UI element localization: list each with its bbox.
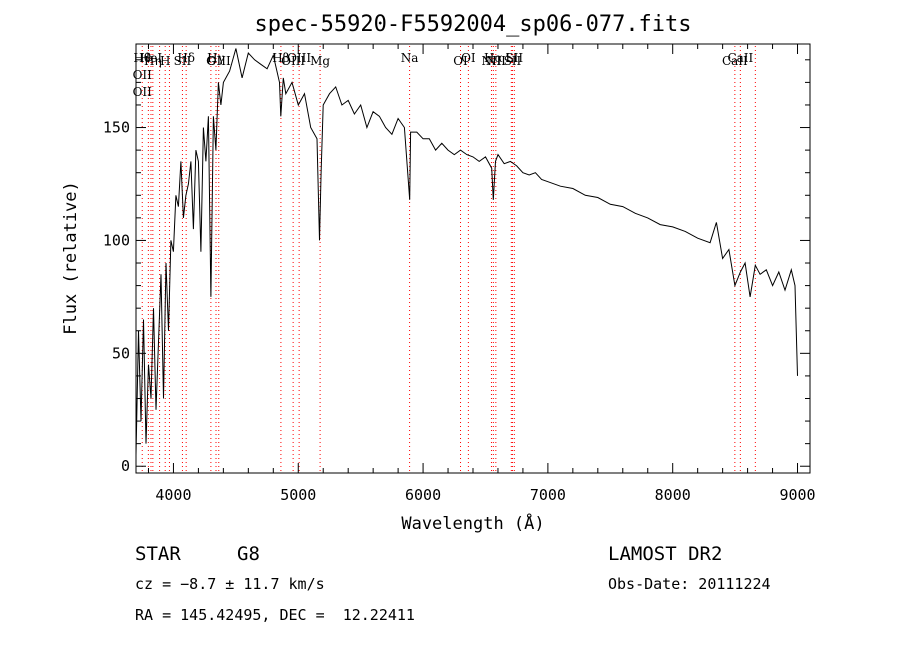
object-class: STAR [135, 543, 181, 565]
line-markers [141, 46, 756, 473]
marker-label: OII [133, 85, 153, 99]
plot-frame [135, 43, 811, 474]
spectrum-line [135, 48, 798, 455]
marker-label: OIII [281, 54, 305, 68]
survey-name: LAMOST DR2 [608, 543, 723, 565]
subclass: G8 [237, 543, 260, 565]
coordinates: RA = 145.42495, DEC = 12.22411 [135, 606, 415, 624]
y-tick-label: 150 [103, 119, 130, 137]
x-axis-label: Wavelength (Å) [401, 512, 544, 534]
y-axis: 0 50 100 150 [103, 59, 810, 475]
marker-label: Na [401, 51, 419, 65]
y-tick-label: 50 [112, 344, 130, 362]
redshift-velocity: cz = −8.7 ± 11.7 km/s [135, 575, 325, 593]
marker-label: Hη [144, 54, 162, 68]
spectrum-series [135, 48, 798, 455]
marker-label: Hγ [207, 51, 225, 65]
x-tick-label: 9000 [779, 486, 815, 504]
obs-date: Obs-Date: 20111224 [608, 575, 771, 593]
x-tick-label: 4000 [155, 486, 191, 504]
y-tick-label: 0 [121, 457, 130, 475]
marker-label: SII [174, 54, 192, 68]
marker-label: Hδ [177, 51, 195, 65]
marker-label: CaII [722, 54, 748, 68]
marker-label: OI [453, 54, 468, 68]
marker-label: CaII [727, 51, 753, 65]
marker-label: NII [481, 54, 501, 68]
marker-label: OIII [207, 54, 231, 68]
y-tick-label: 100 [103, 231, 130, 249]
x-axis: 4000 5000 6000 7000 8000 9000 [147, 44, 816, 504]
marker-label: Hθ [133, 51, 151, 65]
marker-label: Li [505, 51, 517, 65]
x-tick-label: 5000 [280, 486, 316, 504]
marker-label: Hα [484, 51, 503, 65]
marker-label: Hβ [272, 51, 289, 65]
x-tick-label: 7000 [530, 486, 566, 504]
marker-label: HeI [140, 51, 163, 65]
marker-label: SII [505, 51, 523, 65]
marker-label: OI [461, 51, 476, 65]
marker-label: G [206, 54, 216, 68]
marker-label: SII [504, 54, 522, 68]
y-axis-label: Flux (relative) [61, 181, 81, 335]
x-tick-label: 8000 [655, 486, 691, 504]
marker-label: OIII [287, 51, 311, 65]
marker-label: NII [486, 54, 506, 68]
x-tick-label: 6000 [405, 486, 441, 504]
chart-title: spec-55920-F5592004_sp06-077.fits [254, 12, 691, 37]
marker-label: H [160, 54, 170, 68]
marker-label: Mg [310, 54, 330, 68]
marker-label: OII [133, 68, 153, 82]
